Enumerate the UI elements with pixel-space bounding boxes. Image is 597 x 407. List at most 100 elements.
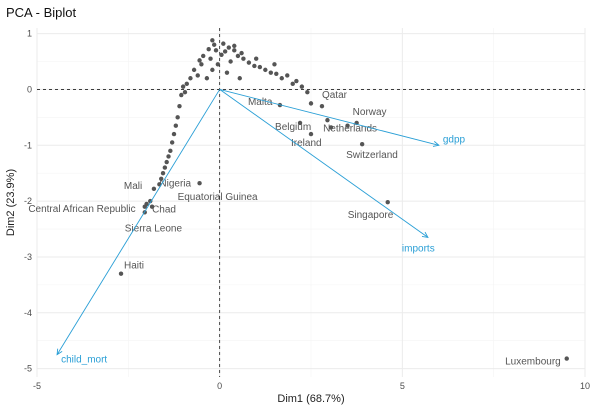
data-point — [159, 176, 164, 181]
data-point — [201, 53, 206, 59]
y-axis-ticks: 1 0 -1 -2 -3 -4 -5 — [24, 29, 32, 374]
data-point — [345, 123, 350, 128]
data-point — [195, 73, 200, 78]
labeled-data-point — [359, 141, 365, 147]
x-tick-label: 5 — [400, 381, 405, 391]
y-tick-label: -2 — [24, 196, 32, 206]
y-tick-label: 0 — [27, 84, 32, 94]
labeled-data-point — [564, 356, 569, 361]
data-point — [208, 56, 213, 61]
data-point — [274, 71, 279, 76]
data-point — [199, 62, 204, 67]
data-points — [142, 38, 350, 209]
data-point — [226, 45, 231, 50]
data-point — [232, 43, 237, 49]
point-label: Mali — [124, 181, 142, 192]
x-tick-label: 0 — [217, 381, 222, 391]
data-point — [162, 165, 168, 170]
point-label: Netherlands — [323, 123, 377, 134]
labeled-data-point — [328, 125, 334, 130]
point-label: Norway — [353, 107, 387, 118]
labeled-data-point — [151, 186, 157, 192]
data-point — [246, 60, 252, 65]
y-tick-label: -5 — [24, 364, 32, 374]
x-tick-label: -5 — [33, 381, 41, 391]
data-point — [211, 42, 217, 47]
x-axis-label: Dim1 (68.7%) — [277, 393, 344, 405]
arrow-head — [56, 348, 63, 356]
y-axis-label: Dim2 (23.9%) — [5, 169, 17, 236]
point-label: Chad — [152, 205, 176, 216]
data-point — [171, 131, 177, 137]
y-tick-label: -4 — [24, 308, 32, 318]
labeled-data-point — [144, 201, 149, 207]
point-label: Luxembourg — [505, 357, 561, 368]
data-point — [175, 115, 180, 120]
data-point — [173, 123, 179, 128]
variable-arrow — [56, 89, 221, 355]
labeled-data-point — [319, 103, 325, 109]
variable-label: gdpp — [443, 134, 466, 145]
variable-label: imports — [402, 243, 435, 254]
data-point — [221, 41, 226, 46]
labeled-data-point — [197, 181, 202, 186]
arrow-head — [432, 141, 440, 147]
data-point — [305, 90, 310, 95]
labeled-points: Qatar Norway Malta Netherlands Belgium Irelan… — [28, 90, 569, 368]
variable-arrow — [219, 89, 429, 238]
data-point — [215, 62, 221, 67]
grid-major-lines — [36, 28, 586, 377]
data-point — [182, 90, 188, 95]
data-point — [166, 154, 171, 159]
data-point — [239, 50, 244, 56]
data-point — [235, 53, 241, 59]
data-point — [232, 48, 237, 53]
data-point — [294, 78, 299, 84]
point-label: Switzerland — [346, 150, 398, 161]
data-point — [188, 76, 193, 81]
data-point — [191, 67, 197, 73]
point-label: Qatar — [322, 90, 348, 101]
point-label: Ireland — [291, 138, 322, 149]
labeled-data-point — [118, 271, 124, 276]
chart-title: PCA - Biplot — [6, 5, 76, 20]
y-tick-label: -1 — [24, 140, 32, 150]
data-point — [237, 76, 242, 81]
point-label: Central African Republic — [28, 204, 135, 215]
variable-label: child_mort — [61, 355, 107, 366]
data-point — [204, 76, 210, 81]
data-point — [272, 62, 277, 67]
data-point — [252, 63, 257, 69]
point-label: Equatorial Guinea — [178, 192, 258, 203]
y-tick-label: 1 — [27, 29, 32, 39]
data-point — [184, 81, 189, 87]
data-point — [219, 52, 224, 58]
data-point — [180, 84, 186, 89]
data-point — [268, 70, 274, 75]
variable-arrows: gdpp imports child_mort — [56, 88, 466, 366]
x-axis-ticks: -5 0 5 10 — [33, 381, 590, 391]
labeled-data-point — [297, 120, 303, 126]
data-point — [241, 56, 246, 61]
data-point — [169, 140, 175, 145]
data-point — [290, 81, 295, 87]
point-label: Nigeria — [159, 178, 191, 189]
data-point — [206, 47, 211, 52]
data-point — [179, 92, 184, 98]
data-point — [197, 58, 202, 63]
data-point — [228, 59, 233, 64]
x-tick-label: 10 — [580, 381, 590, 391]
point-label: Singapore — [348, 210, 394, 221]
point-label: Sierra Leone — [125, 223, 183, 234]
labeled-data-point — [149, 204, 155, 209]
labeled-data-point — [308, 131, 314, 137]
data-point — [160, 170, 166, 176]
data-point — [325, 117, 330, 123]
data-point — [177, 103, 182, 109]
data-point — [224, 70, 230, 75]
data-point — [285, 73, 290, 78]
data-point — [222, 49, 228, 54]
grid-minor-lines — [37, 28, 585, 377]
data-point — [213, 48, 219, 53]
